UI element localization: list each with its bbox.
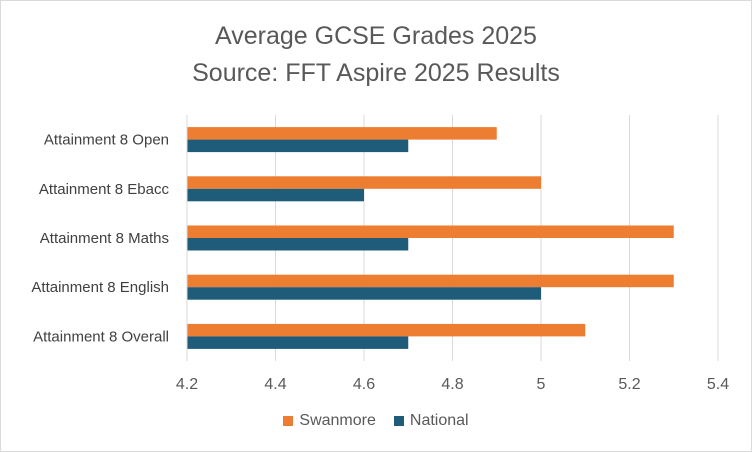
bar-swanmore-4 [187, 323, 586, 337]
bar-swanmore-1 [187, 176, 541, 189]
bar-national-0 [187, 139, 409, 153]
category-label-3: Attainment 8 English [31, 279, 169, 296]
legend-item-swanmore: Swanmore [283, 412, 376, 430]
x-tick-label-0: 4.2 [176, 376, 198, 393]
category-label-0: Attainment 8 Open [44, 132, 169, 149]
x-tick-label-3: 4.8 [441, 376, 463, 393]
bar-swanmore-2 [187, 225, 674, 238]
bar-swanmore-3 [187, 274, 674, 288]
legend-item-national: National [393, 412, 469, 430]
category-label-1: Attainment 8 Ebacc [39, 181, 170, 198]
category-label-4: Attainment 8 Overall [33, 328, 169, 345]
chart-title: Average GCSE Grades 2025 [215, 22, 537, 50]
x-tick-label-5: 5.2 [618, 376, 640, 393]
legend-label-swanmore: Swanmore [299, 412, 376, 429]
legend-swatch-national [393, 416, 404, 426]
x-tick-label-1: 4.4 [264, 376, 286, 393]
x-tick-label-2: 4.6 [353, 376, 375, 393]
bar-swanmore-0 [187, 127, 497, 140]
x-tick-label-4: 5 [537, 376, 546, 393]
bar-national-2 [187, 238, 409, 251]
bar-national-3 [187, 287, 541, 300]
legend-label-national: National [409, 412, 469, 429]
bar-national-1 [187, 188, 364, 202]
legend: Swanmore National [1, 412, 751, 430]
category-label-2: Attainment 8 Maths [40, 230, 169, 247]
chart-subtitle: Source: FFT Aspire 2025 Results [192, 59, 560, 87]
bar-national-4 [187, 336, 409, 349]
x-tick-label-6: 5.4 [707, 376, 729, 393]
legend-swatch-swanmore [283, 416, 294, 426]
